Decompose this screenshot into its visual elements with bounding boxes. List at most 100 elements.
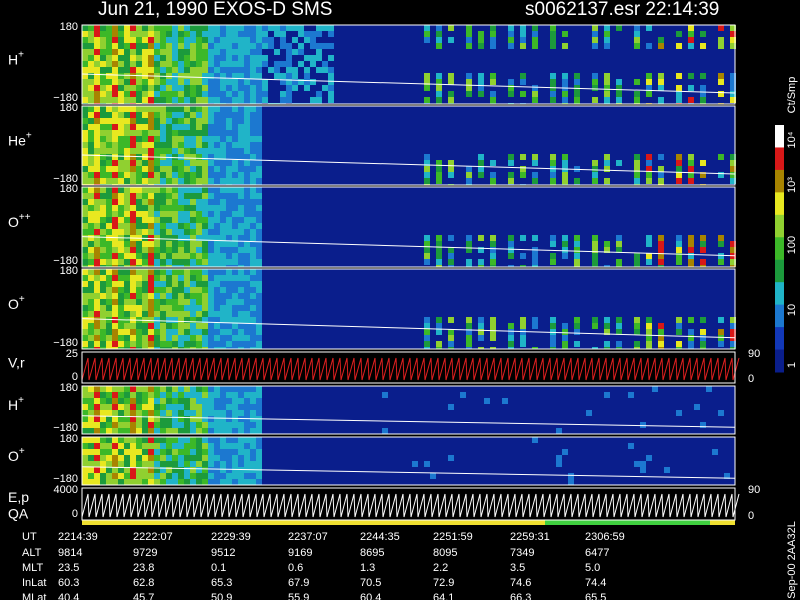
- cell: [190, 392, 196, 398]
- table-cell: 60.4: [360, 592, 381, 600]
- cell: [130, 142, 136, 148]
- cell: [226, 112, 232, 118]
- cell: [634, 172, 640, 178]
- cell: [130, 25, 136, 31]
- cell: [112, 154, 118, 160]
- cell: [82, 329, 88, 335]
- cell: [232, 85, 238, 91]
- cell: [112, 25, 118, 31]
- cell: [196, 166, 202, 172]
- cell: [112, 112, 118, 118]
- cell: [250, 166, 256, 172]
- cell: [532, 97, 538, 103]
- cell: [640, 461, 646, 467]
- cell: [436, 341, 442, 347]
- cell: [106, 91, 112, 97]
- table-cell: 23.5: [58, 562, 79, 574]
- cell: [154, 410, 160, 416]
- cell: [106, 461, 112, 467]
- cell: [178, 55, 184, 61]
- cell: [112, 31, 118, 37]
- cell: [148, 160, 154, 166]
- cell: [202, 329, 208, 335]
- cell: [658, 154, 664, 160]
- cell: [244, 199, 250, 205]
- cell: [574, 341, 580, 347]
- cell: [226, 199, 232, 205]
- cell: [592, 253, 598, 259]
- cell: [100, 323, 106, 329]
- cell: [196, 205, 202, 211]
- cell: [550, 31, 556, 37]
- cell: [196, 79, 202, 85]
- cell: [556, 455, 562, 461]
- cell: [88, 124, 94, 130]
- cell: [160, 112, 166, 118]
- cell: [178, 299, 184, 305]
- cell: [730, 247, 736, 253]
- cell: [130, 299, 136, 305]
- cell: [88, 275, 94, 281]
- cell: [730, 31, 736, 37]
- cell: [142, 124, 148, 130]
- cell: [508, 91, 514, 97]
- cell: [448, 37, 454, 43]
- label-base: H: [8, 51, 18, 67]
- cell: [106, 49, 112, 55]
- cell: [214, 281, 220, 287]
- cell: [166, 142, 172, 148]
- cell: [310, 79, 316, 85]
- cell: [172, 67, 178, 73]
- cell: [448, 235, 454, 241]
- cell: [178, 136, 184, 142]
- cell: [190, 73, 196, 79]
- cell: [148, 166, 154, 172]
- cell: [190, 259, 196, 265]
- cell: [700, 85, 706, 91]
- cell: [220, 241, 226, 247]
- cell: [466, 37, 472, 43]
- cell: [508, 241, 514, 247]
- cell: [160, 287, 166, 293]
- cell: [478, 265, 484, 267]
- cell: [190, 241, 196, 247]
- cell: [118, 422, 124, 428]
- panel-frame: [81, 105, 736, 186]
- cell: [208, 259, 214, 265]
- cell: [112, 416, 118, 422]
- cell: [112, 467, 118, 473]
- cell: [202, 299, 208, 305]
- cell: [190, 311, 196, 317]
- cell: [226, 428, 232, 434]
- cell: [106, 467, 112, 473]
- cell: [94, 112, 100, 118]
- cell: [88, 422, 94, 428]
- row-header: InLat: [22, 577, 46, 589]
- cell: [148, 31, 154, 37]
- cell: [106, 479, 112, 485]
- cell: [82, 247, 88, 253]
- cell: [106, 187, 112, 193]
- cell: [124, 193, 130, 199]
- cell: [100, 211, 106, 217]
- cell: [520, 43, 526, 49]
- cell: [532, 154, 538, 160]
- cell: [166, 404, 172, 410]
- cell: [106, 61, 112, 67]
- cell: [202, 49, 208, 55]
- cell: [244, 193, 250, 199]
- cell: [214, 85, 220, 91]
- cell: [88, 37, 94, 43]
- cell: [172, 112, 178, 118]
- cell: [250, 49, 256, 55]
- cell: [214, 473, 220, 479]
- cell: [112, 275, 118, 281]
- cell: [646, 259, 652, 265]
- cell: [88, 443, 94, 449]
- cell: [82, 437, 88, 443]
- cell: [172, 130, 178, 136]
- cell: [256, 55, 262, 61]
- cell: [730, 37, 736, 43]
- cell: [532, 259, 538, 265]
- cell: [130, 130, 136, 136]
